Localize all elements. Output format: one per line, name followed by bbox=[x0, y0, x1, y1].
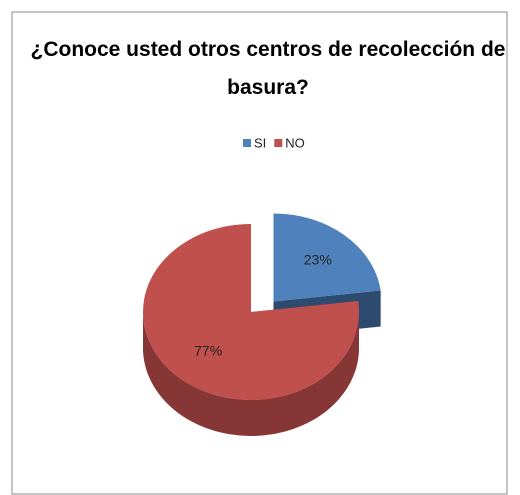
legend-label: NO bbox=[285, 135, 305, 150]
legend: SI NO bbox=[243, 135, 305, 150]
data-label: 23% bbox=[304, 251, 332, 267]
legend-swatch bbox=[274, 139, 283, 147]
pie-slice bbox=[273, 213, 381, 302]
chart-title: ¿Conoce usted otros centros de recolecci… bbox=[31, 38, 506, 99]
pie-slice bbox=[142, 224, 359, 400]
pie-wall bbox=[143, 312, 359, 436]
legend-swatch bbox=[243, 139, 251, 147]
legend-label: SI bbox=[254, 135, 266, 150]
pie-side-shade bbox=[143, 312, 359, 436]
data-label: 77% bbox=[194, 342, 222, 358]
